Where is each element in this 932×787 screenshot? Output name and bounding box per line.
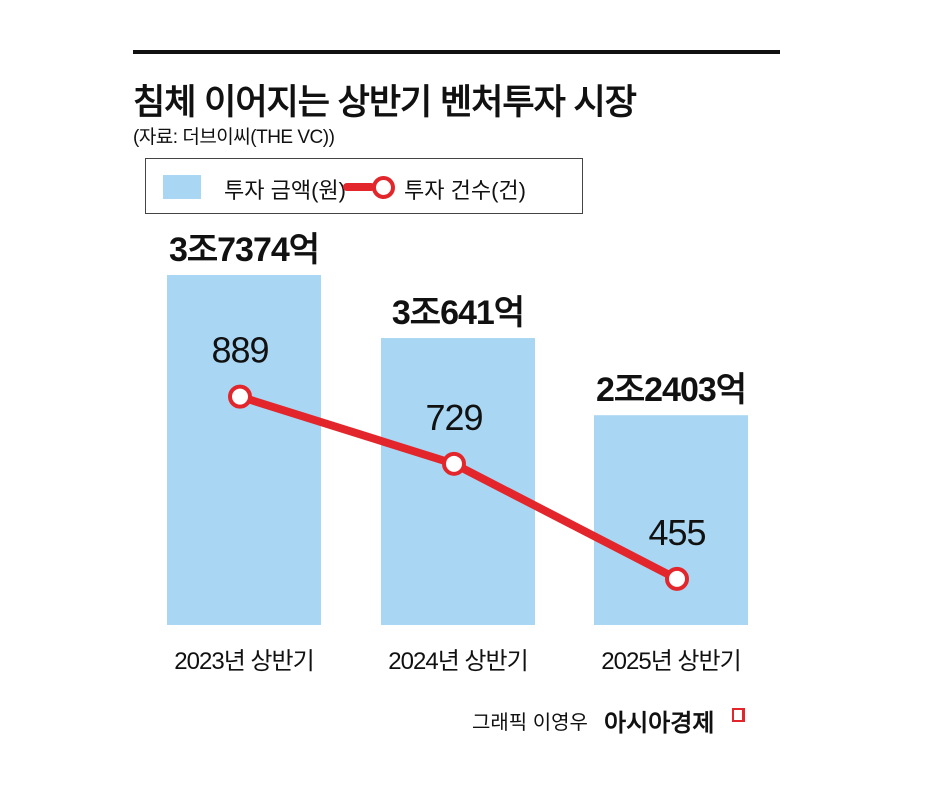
chart-title: 침체 이어지는 상반기 벤처투자 시장 xyxy=(133,83,637,122)
legend-marker-icon xyxy=(372,176,395,199)
bar-value-label: 3조7374억 xyxy=(169,231,319,269)
bar-value-label: 3조641억 xyxy=(392,294,524,332)
legend-label-count: 투자 건수(건) xyxy=(404,178,526,203)
x-tick-label: 2023년 상반기 xyxy=(174,648,313,675)
legend-label-amount: 투자 금액(원) xyxy=(224,178,346,203)
brand-logo: 아시아경제 xyxy=(604,710,715,737)
legend-bar-swatch xyxy=(163,175,201,199)
x-tick-label: 2024년 상반기 xyxy=(388,648,527,675)
top-rule xyxy=(133,50,780,54)
bar-1 xyxy=(167,275,321,625)
count-value-label: 889 xyxy=(211,330,268,371)
bar-value-label: 2조2403억 xyxy=(596,371,746,409)
graphic-credit: 그래픽 이영우 xyxy=(472,712,588,734)
count-value-label: 729 xyxy=(425,397,482,438)
count-point xyxy=(665,566,689,591)
bar-2 xyxy=(381,338,535,625)
bar-3 xyxy=(594,415,748,625)
count-point xyxy=(228,384,252,409)
brand-mark-icon xyxy=(732,708,745,722)
count-value-label: 455 xyxy=(648,512,705,553)
legend: 투자 금액(원) 투자 건수(건) xyxy=(145,158,583,214)
legend-line-icon xyxy=(343,183,375,191)
count-point xyxy=(442,451,466,476)
source-note: (자료: 더브이씨(THE VC)) xyxy=(133,127,335,148)
x-tick-label: 2025년 상반기 xyxy=(601,648,740,675)
